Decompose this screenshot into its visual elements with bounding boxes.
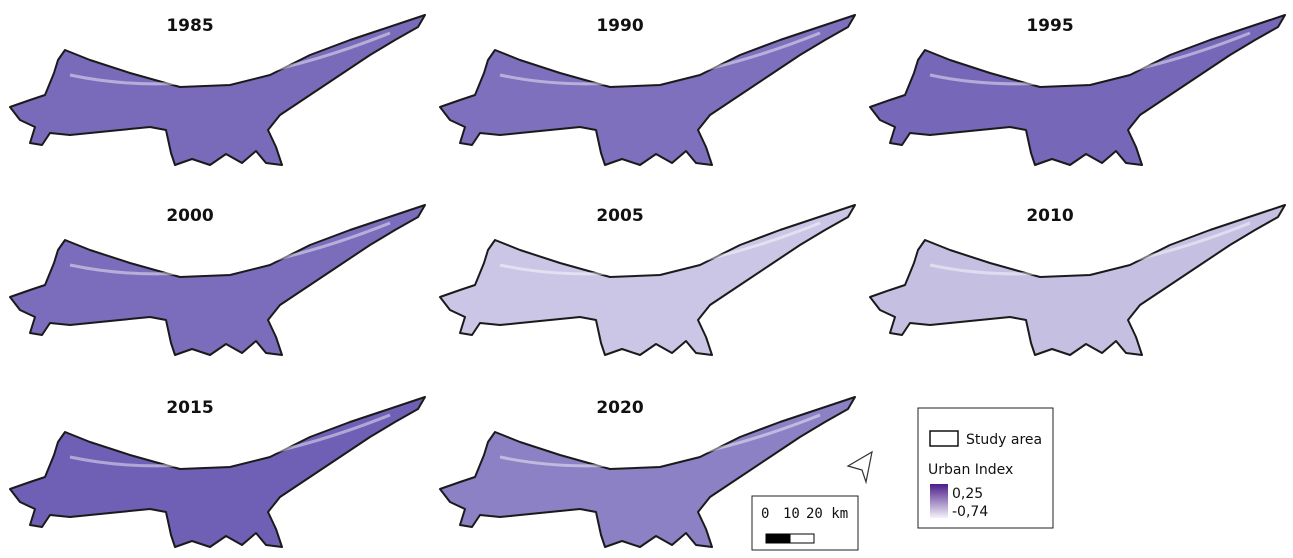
- scale-segment: [766, 534, 790, 543]
- panel-title: 1990: [596, 16, 643, 36]
- legend: Study area Urban Index 0,25 -0,74: [918, 408, 1053, 528]
- panel-title: 1985: [166, 16, 213, 36]
- study-area: [440, 15, 855, 165]
- map-panel: 1995: [870, 15, 1285, 165]
- map-panel: 2015: [10, 397, 425, 547]
- study-area: [440, 205, 855, 355]
- panel-title: 2020: [596, 398, 643, 418]
- north-arrow-icon: [848, 452, 872, 482]
- study-area: [870, 205, 1285, 355]
- study-area: [10, 397, 425, 547]
- study-area: [10, 15, 425, 165]
- scale-label: 0: [761, 506, 769, 522]
- study-area: [10, 205, 425, 355]
- scale-bar: 0 10 20 km: [752, 496, 858, 550]
- panel-title: 1995: [1026, 16, 1073, 36]
- panel-title: 2005: [596, 206, 643, 226]
- map-panel: 2010: [870, 205, 1285, 355]
- map-panel: 2005: [440, 205, 855, 355]
- panel-title: 2015: [166, 398, 213, 418]
- scale-label: 20 km: [806, 506, 848, 522]
- scale-segment: [790, 534, 814, 543]
- legend-title: Urban Index: [928, 462, 1013, 478]
- page: {"panels": [ {"title": "1985", "fill": "…: [0, 0, 1293, 558]
- map-panel: 1985: [10, 15, 425, 165]
- panel-title: 2000: [166, 206, 213, 226]
- map-panels: 1985 1990 1995 2000 2005 2010 2015 2020: [10, 15, 1285, 547]
- legend-min: -0,74: [952, 504, 988, 520]
- legend-ramp: [930, 484, 948, 518]
- legend-label: Study area: [966, 432, 1042, 448]
- north-arrow: [848, 452, 872, 482]
- legend-max: 0,25: [952, 486, 983, 502]
- panel-title: 2010: [1026, 206, 1073, 226]
- map-panel: 1990: [440, 15, 855, 165]
- map-panel: 2000: [10, 205, 425, 355]
- legend-swatch: [930, 431, 958, 446]
- figure: 1985 1990 1995 2000 2005 2010 2015 2020 0 10 20…: [0, 0, 1293, 558]
- scale-label: 10: [783, 506, 800, 522]
- study-area: [870, 15, 1285, 165]
